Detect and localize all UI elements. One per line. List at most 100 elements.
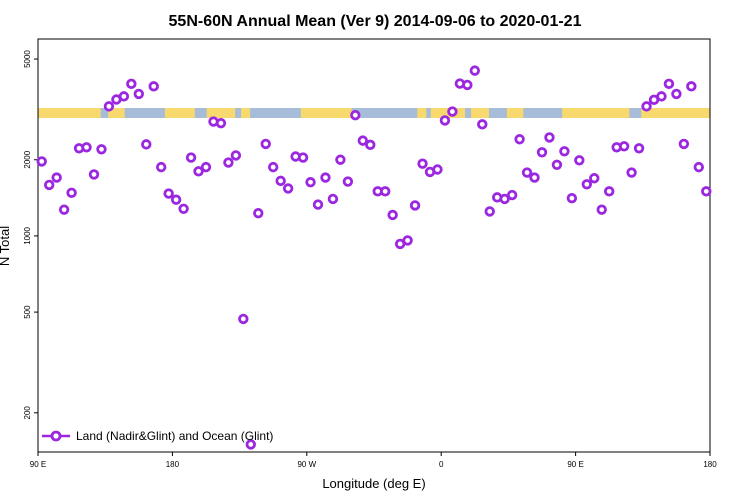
data-point (253, 207, 264, 219)
data-point (536, 147, 548, 158)
data-point (170, 194, 182, 205)
data-points (36, 65, 712, 450)
data-point (626, 167, 637, 178)
data-point (305, 177, 316, 188)
data-point (357, 135, 368, 146)
data-point (260, 138, 271, 150)
data-point (618, 141, 630, 152)
data-point (581, 179, 592, 190)
land-segment (206, 108, 236, 118)
data-point (96, 144, 107, 155)
data-point (88, 169, 100, 180)
data-point (439, 115, 451, 126)
data-point (230, 150, 242, 161)
data-point (641, 101, 652, 112)
data-point (155, 161, 167, 173)
data-point (103, 101, 115, 112)
data-point (238, 313, 249, 325)
data-point (163, 188, 174, 199)
data-point (297, 152, 309, 163)
plot-frame (37, 38, 711, 453)
data-point (551, 159, 563, 171)
data-point (118, 91, 130, 102)
data-point (544, 132, 555, 143)
data-point (44, 179, 55, 191)
land-segment (241, 108, 251, 118)
legend-marker (50, 430, 62, 442)
chart-title: 55N-60N Annual Mean (Ver 9) 2014-09-06 t… (169, 13, 582, 30)
data-point (387, 209, 398, 221)
y-tick-label: 200 (23, 406, 32, 420)
land-segment (164, 108, 195, 118)
x-tick-label: 90 W (297, 460, 316, 469)
land-segment (38, 108, 101, 118)
data-point (693, 161, 704, 173)
data-point (148, 81, 159, 92)
land-segment (471, 108, 489, 118)
y-tick-label: 1000 (23, 226, 32, 244)
data-point (521, 167, 533, 178)
data-point (574, 155, 585, 166)
data-point (275, 175, 286, 187)
data-point (506, 189, 518, 201)
x-axis-label: Longitude (deg E) (322, 476, 425, 491)
data-point (380, 186, 391, 197)
legend-label: Land (Nadir&Glint) and Ocean (Glint) (76, 429, 273, 443)
data-point (200, 161, 212, 173)
data-point (282, 183, 294, 194)
data-point (633, 143, 645, 154)
land-segment (300, 108, 352, 118)
data-point (365, 139, 376, 151)
data-point (589, 173, 600, 184)
data-point (402, 235, 413, 246)
data-point (178, 203, 189, 214)
data-point (462, 79, 473, 91)
x-axis: 90 E 180 90 W 0 90 E 180 (30, 452, 717, 469)
y-tick-label: 5000 (23, 50, 32, 68)
data-point (678, 138, 690, 150)
y-axis: 200 500 1000 2000 5000 (23, 50, 38, 420)
land-segment (506, 108, 524, 118)
surface-band (38, 108, 710, 118)
data-point (566, 192, 578, 204)
data-point (193, 166, 204, 177)
data-point (126, 78, 137, 90)
data-point (701, 186, 712, 197)
data-point (51, 172, 62, 183)
data-point (58, 204, 70, 215)
data-point (417, 158, 428, 169)
y-axis-label: N Total (0, 226, 12, 266)
data-point (604, 186, 615, 197)
data-point (66, 187, 77, 199)
data-point (432, 164, 443, 175)
data-point (81, 142, 92, 153)
data-point (215, 117, 227, 129)
data-point (559, 146, 570, 157)
data-point (223, 157, 234, 168)
data-point (350, 109, 361, 121)
data-point (663, 78, 675, 90)
legend: Land (Nadir&Glint) and Ocean (Glint) (42, 429, 273, 443)
land-segment (562, 108, 630, 118)
data-point (529, 172, 540, 183)
data-point (342, 176, 354, 187)
data-point (133, 88, 144, 100)
data-point (409, 200, 421, 211)
data-point (596, 204, 607, 215)
data-point (514, 134, 525, 145)
x-tick-label: 0 (439, 460, 444, 469)
data-point (686, 81, 697, 92)
y-tick-label: 2000 (23, 150, 32, 168)
land-segment (108, 108, 125, 118)
data-point (320, 172, 331, 183)
data-point (245, 439, 256, 450)
data-point (656, 91, 667, 102)
data-point (499, 193, 510, 205)
land-segment (417, 108, 427, 118)
land-segment (641, 108, 710, 118)
data-point (36, 156, 47, 167)
data-point (469, 65, 480, 76)
x-tick-label: 180 (703, 460, 717, 469)
data-point (447, 106, 458, 117)
